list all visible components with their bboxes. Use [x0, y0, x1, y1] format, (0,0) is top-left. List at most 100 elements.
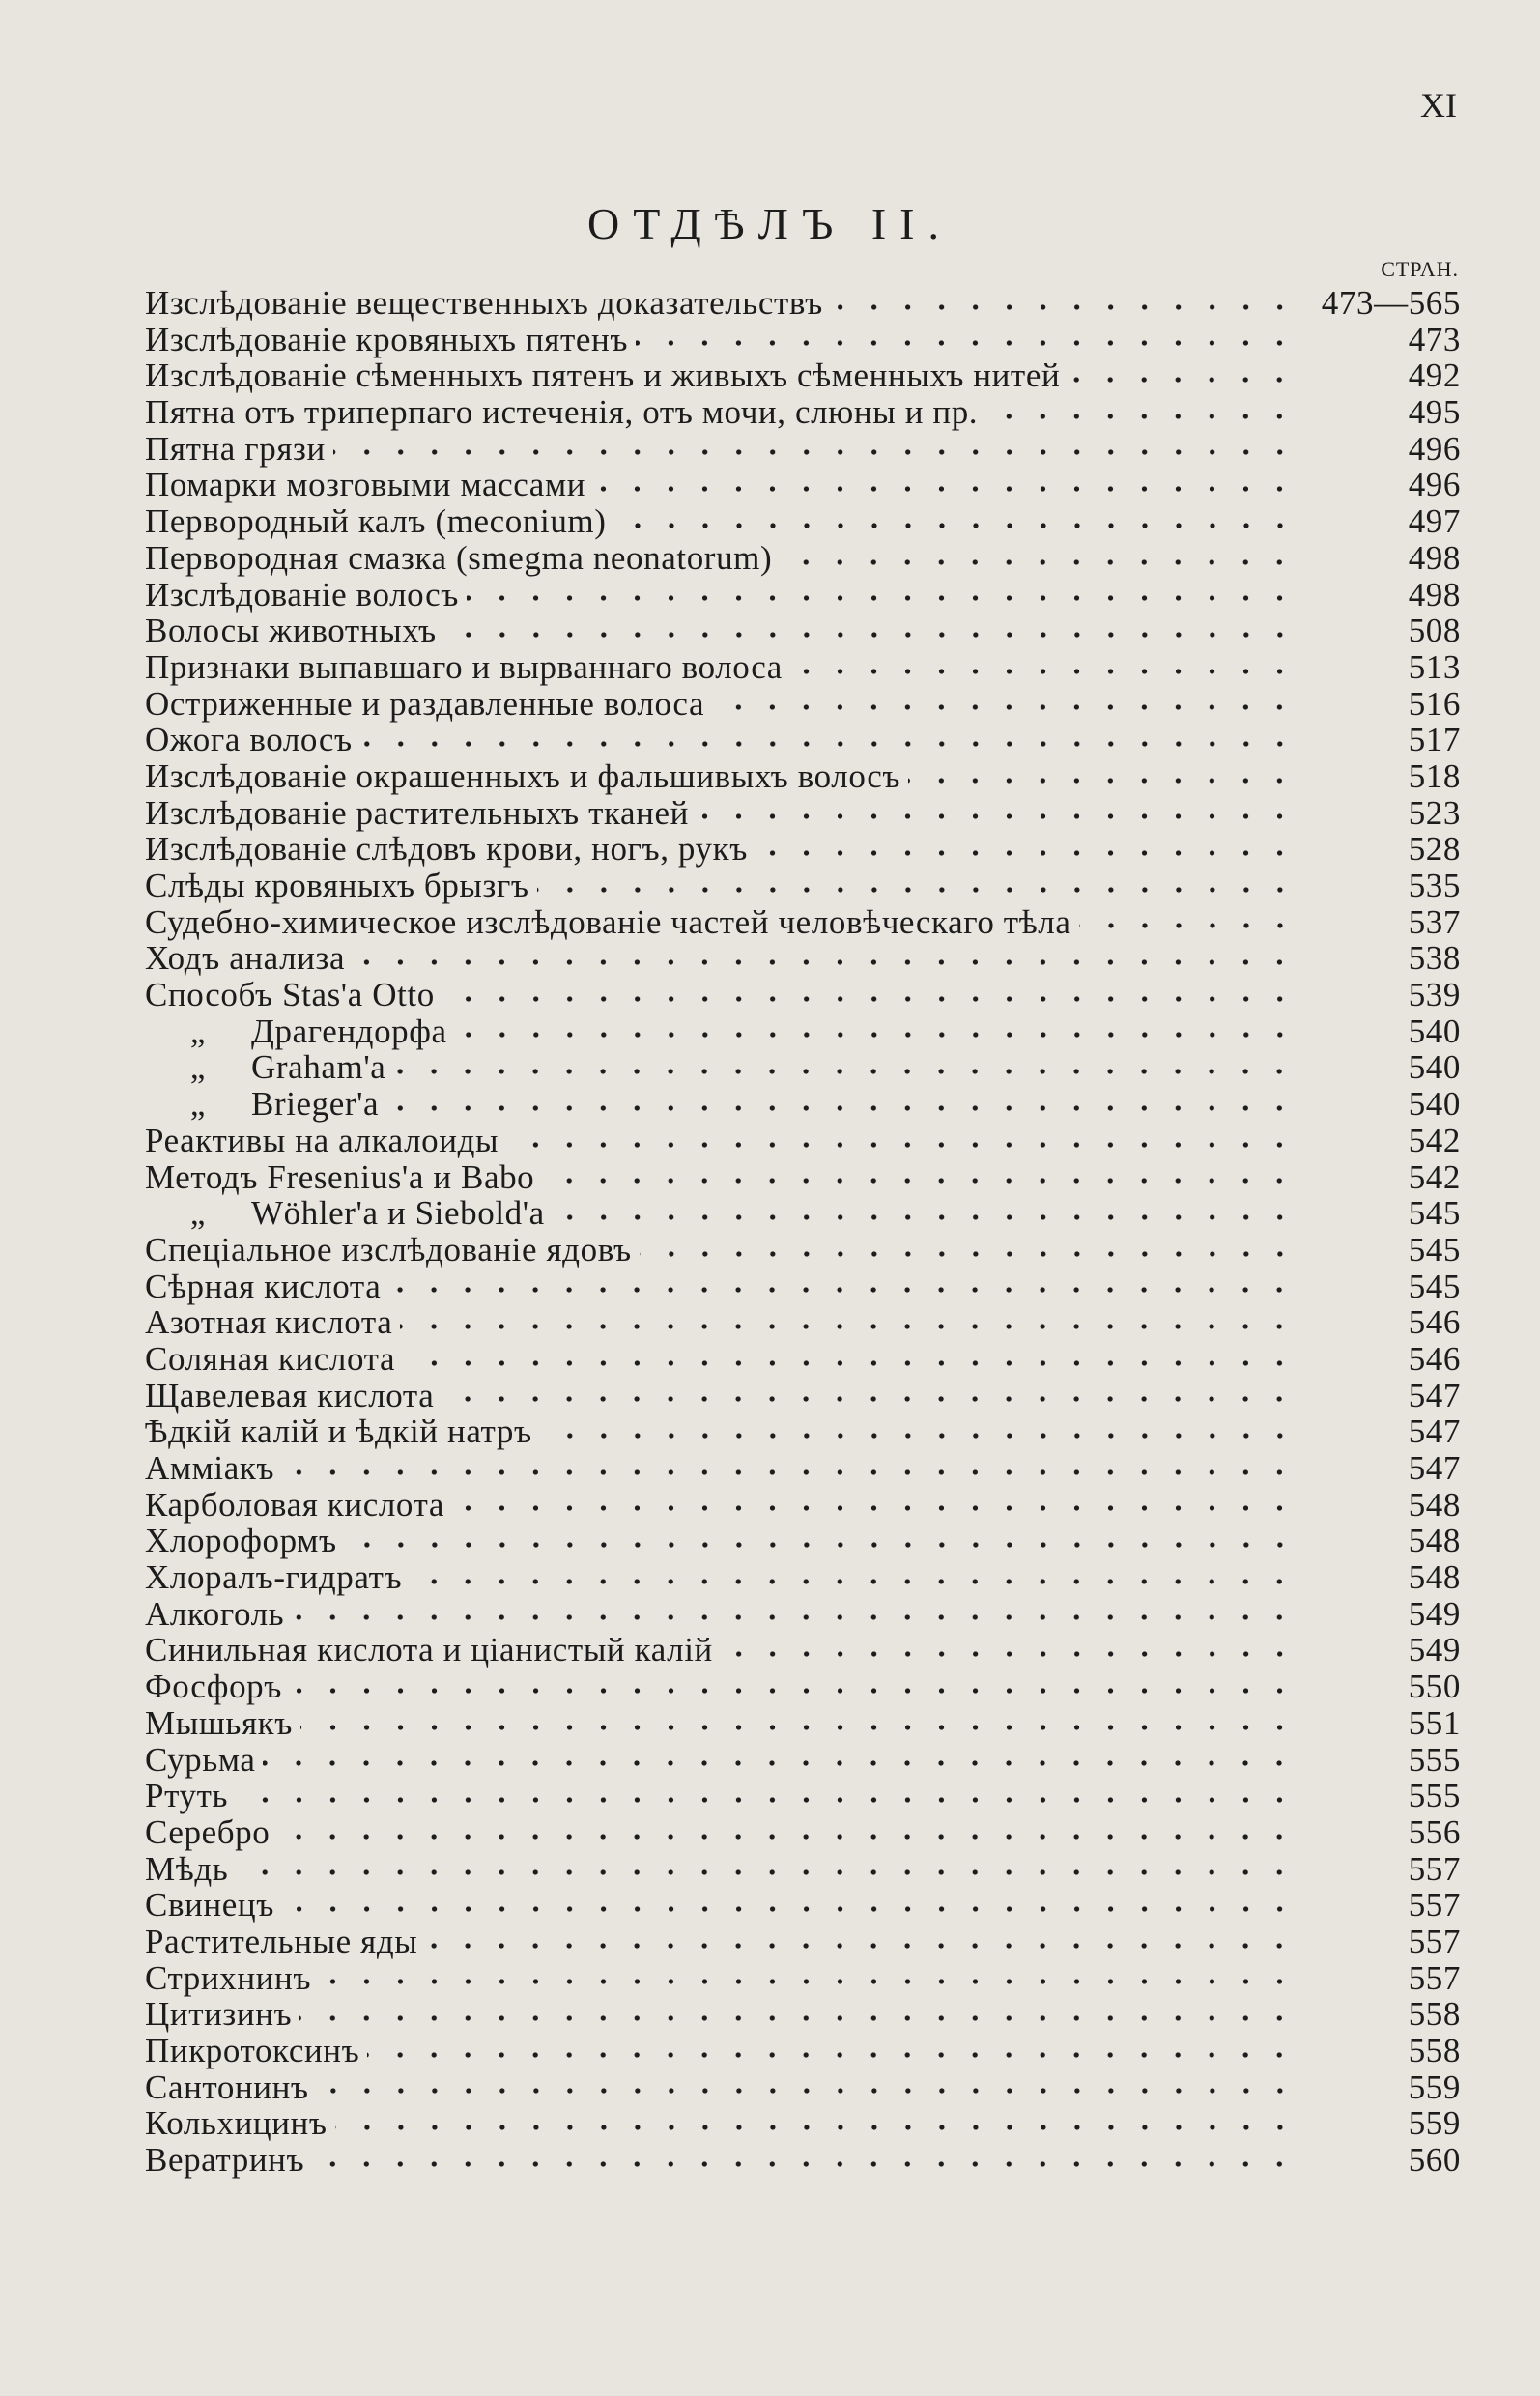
- entry-title-text: Цитизинъ: [145, 1995, 293, 2034]
- toc-entry: „ Brieger'a 540: [145, 1086, 1461, 1123]
- page-column-header: СТРАН.: [1381, 257, 1459, 281]
- entry-title-text: Ходъ анализа: [145, 939, 346, 978]
- entry-page: 556: [1408, 1812, 1461, 1851]
- entry-title: Слѣды кровяныхъ брызгъ: [145, 868, 529, 904]
- entry-page: 559: [1408, 2068, 1461, 2106]
- entry-page: 540: [1408, 1085, 1461, 1124]
- toc-entry: Свинецъ 557: [145, 1887, 1461, 1924]
- entry-title-text: Свинецъ: [145, 1886, 274, 1925]
- toc-entry: Изслѣдованіе кровяныхъ пятенъ 473: [145, 320, 1461, 358]
- toc-entry: Изслѣдованіе сѣменныхъ пятенъ и живыхъ с…: [145, 357, 1461, 394]
- entry-page: 546: [1408, 1339, 1461, 1378]
- ditto-mark: „: [189, 1085, 207, 1124]
- entry-title: „ Graham'a: [145, 1049, 385, 1086]
- toc-entry: Пятна грязи 496: [145, 429, 1461, 468]
- entry-page: 558: [1408, 1995, 1461, 2034]
- entry-title-text: Признаки выпавшаго и вырваннаго волоса: [145, 647, 783, 686]
- entry-page: 542: [1408, 1121, 1461, 1159]
- dot-leader: [712, 702, 1297, 713]
- dot-leader: [442, 993, 1297, 1004]
- toc-entry: Изслѣдованіе вещественныхъ доказательств…: [145, 285, 1461, 322]
- toc-entry: Карболовая кислота 548: [145, 1485, 1461, 1524]
- entry-title-text: Драгендорфа: [251, 1012, 447, 1050]
- dot-leader: [1068, 375, 1297, 385]
- dot-leader: [552, 1212, 1297, 1222]
- entry-title-text: Синильная кислота и ціанистый калій: [145, 1631, 713, 1669]
- toc-entry: Амміакъ 547: [145, 1450, 1461, 1487]
- entry-title: Остриженные и раздавленные волоса: [145, 684, 705, 723]
- entry-page: 497: [1408, 502, 1461, 541]
- table-of-contents: Изслѣдованіе вещественныхъ доказательств…: [145, 285, 1461, 2179]
- dot-leader: [452, 1503, 1297, 1514]
- entry-page: 547: [1408, 1412, 1461, 1451]
- entry-title: „ Wöhler'a и Siebold'a: [145, 1195, 545, 1232]
- toc-entry: Стрихнинъ 557: [145, 1959, 1461, 1997]
- entry-title-text: Пикротоксинъ: [145, 2032, 360, 2069]
- entry-title-text: Сѣрная кислота: [145, 1267, 382, 1305]
- dot-leader: [263, 1758, 1297, 1769]
- toc-entry: Изслѣдованіе растительныхъ тканей 523: [145, 793, 1461, 832]
- entry-title-text: Изслѣдованіе растительныхъ тканей: [145, 793, 689, 832]
- entry-title-text: Изслѣдованіе окрашенныхъ и фальшивыхъ во…: [145, 756, 901, 795]
- entry-title: Щавелевая кислота: [145, 1377, 434, 1414]
- entry-title: Свинецъ: [145, 1887, 274, 1924]
- toc-entry: Цитизинъ 558: [145, 1996, 1461, 2033]
- entry-title-text: Изслѣдованіе волосъ: [145, 575, 459, 613]
- entry-title: Сурьма: [145, 1741, 255, 1779]
- entry-title: Растительные яды: [145, 1924, 417, 1960]
- toc-entry: Ожога волосъ 517: [145, 722, 1461, 758]
- toc-entry: Изслѣдованіе слѣдовъ крови, ногъ, рукъ 52…: [145, 831, 1461, 868]
- toc-entry: Способъ Stas'a Otto 539: [145, 977, 1461, 1013]
- entry-title: Признаки выпавшаго и вырваннаго волоса: [145, 649, 783, 686]
- entry-title: Судебно-химическое изслѣдованіе частей ч…: [145, 903, 1071, 941]
- entry-title: Ѣдкій калій и ѣдкій натръ: [145, 1413, 532, 1450]
- entry-title: Спеціальное изслѣдованіе ядовъ: [145, 1232, 632, 1269]
- entry-title: Пикротоксинъ: [145, 2033, 359, 2069]
- entry-page: 547: [1408, 1449, 1461, 1487]
- entry-title: Хлороформъ: [145, 1523, 337, 1559]
- toc-entry: Пикротоксинъ 558: [145, 2033, 1461, 2069]
- entry-title-text: Соляная кислота: [145, 1339, 396, 1378]
- toc-entry: Мышьякъ 551: [145, 1704, 1461, 1742]
- toc-entry: Соляная кислота 546: [145, 1341, 1461, 1378]
- entry-title: Карболовая кислота: [145, 1485, 445, 1524]
- entry-title-text: Серебро: [145, 1812, 271, 1851]
- entry-title: Цитизинъ: [145, 1996, 292, 2033]
- toc-entry: Первородная смазка (smegma neonatorum) 49…: [145, 539, 1461, 577]
- entry-title: Ходъ анализа: [145, 940, 345, 977]
- toc-entry: Азотная кислота 546: [145, 1304, 1461, 1341]
- entry-title-text: Пятна отъ триперпаго истеченія, отъ мочи…: [145, 393, 979, 432]
- dot-leader: [332, 447, 1297, 458]
- entry-page: 540: [1408, 1048, 1461, 1087]
- entry-page: 549: [1408, 1594, 1461, 1633]
- entry-title-text: Пятна грязи: [145, 429, 326, 468]
- entry-title: „ Драгендорфа: [145, 1013, 447, 1050]
- entry-title-text: Азотная кислота: [145, 1303, 393, 1342]
- entry-title-text: Карболовая кислота: [145, 1485, 445, 1524]
- entry-page: 548: [1408, 1522, 1461, 1560]
- dot-leader: [830, 301, 1297, 312]
- entry-page: 558: [1408, 2032, 1461, 2069]
- dot-leader: [720, 1649, 1297, 1660]
- dot-leader: [292, 1612, 1297, 1623]
- toc-entry: Мѣдь 557: [145, 1850, 1461, 1888]
- dot-leader: [312, 2158, 1297, 2169]
- entry-page: 496: [1408, 466, 1461, 504]
- entry-page: 473: [1408, 320, 1461, 358]
- toc-entry: Спеціальное изслѣдованіе ядовъ 545: [145, 1232, 1461, 1269]
- dot-leader: [359, 738, 1297, 749]
- toc-entry: Слѣды кровяныхъ брызгъ 535: [145, 868, 1461, 904]
- dot-leader: [393, 1067, 1297, 1077]
- entry-title: Алкоголь: [145, 1595, 284, 1633]
- entry-title-text: Остриженные и раздавленные волоса: [145, 684, 705, 723]
- toc-entry: Щавелевая кислота 547: [145, 1377, 1461, 1414]
- toc-entry: Ѣдкій калій и ѣдкій натръ 547: [145, 1413, 1461, 1450]
- entry-page: 555: [1408, 1740, 1461, 1779]
- dot-leader: [388, 1285, 1297, 1296]
- dot-leader: [593, 484, 1297, 495]
- entry-title: Волосы животныхъ: [145, 613, 437, 649]
- entry-title-text: Изслѣдованіе кровяныхъ пятенъ: [145, 320, 629, 358]
- entry-title: Вератринъ: [145, 2142, 304, 2179]
- toc-entry: Методъ Fresenius'a и Babo 542: [145, 1158, 1461, 1196]
- entry-title: „ Brieger'a: [145, 1086, 379, 1123]
